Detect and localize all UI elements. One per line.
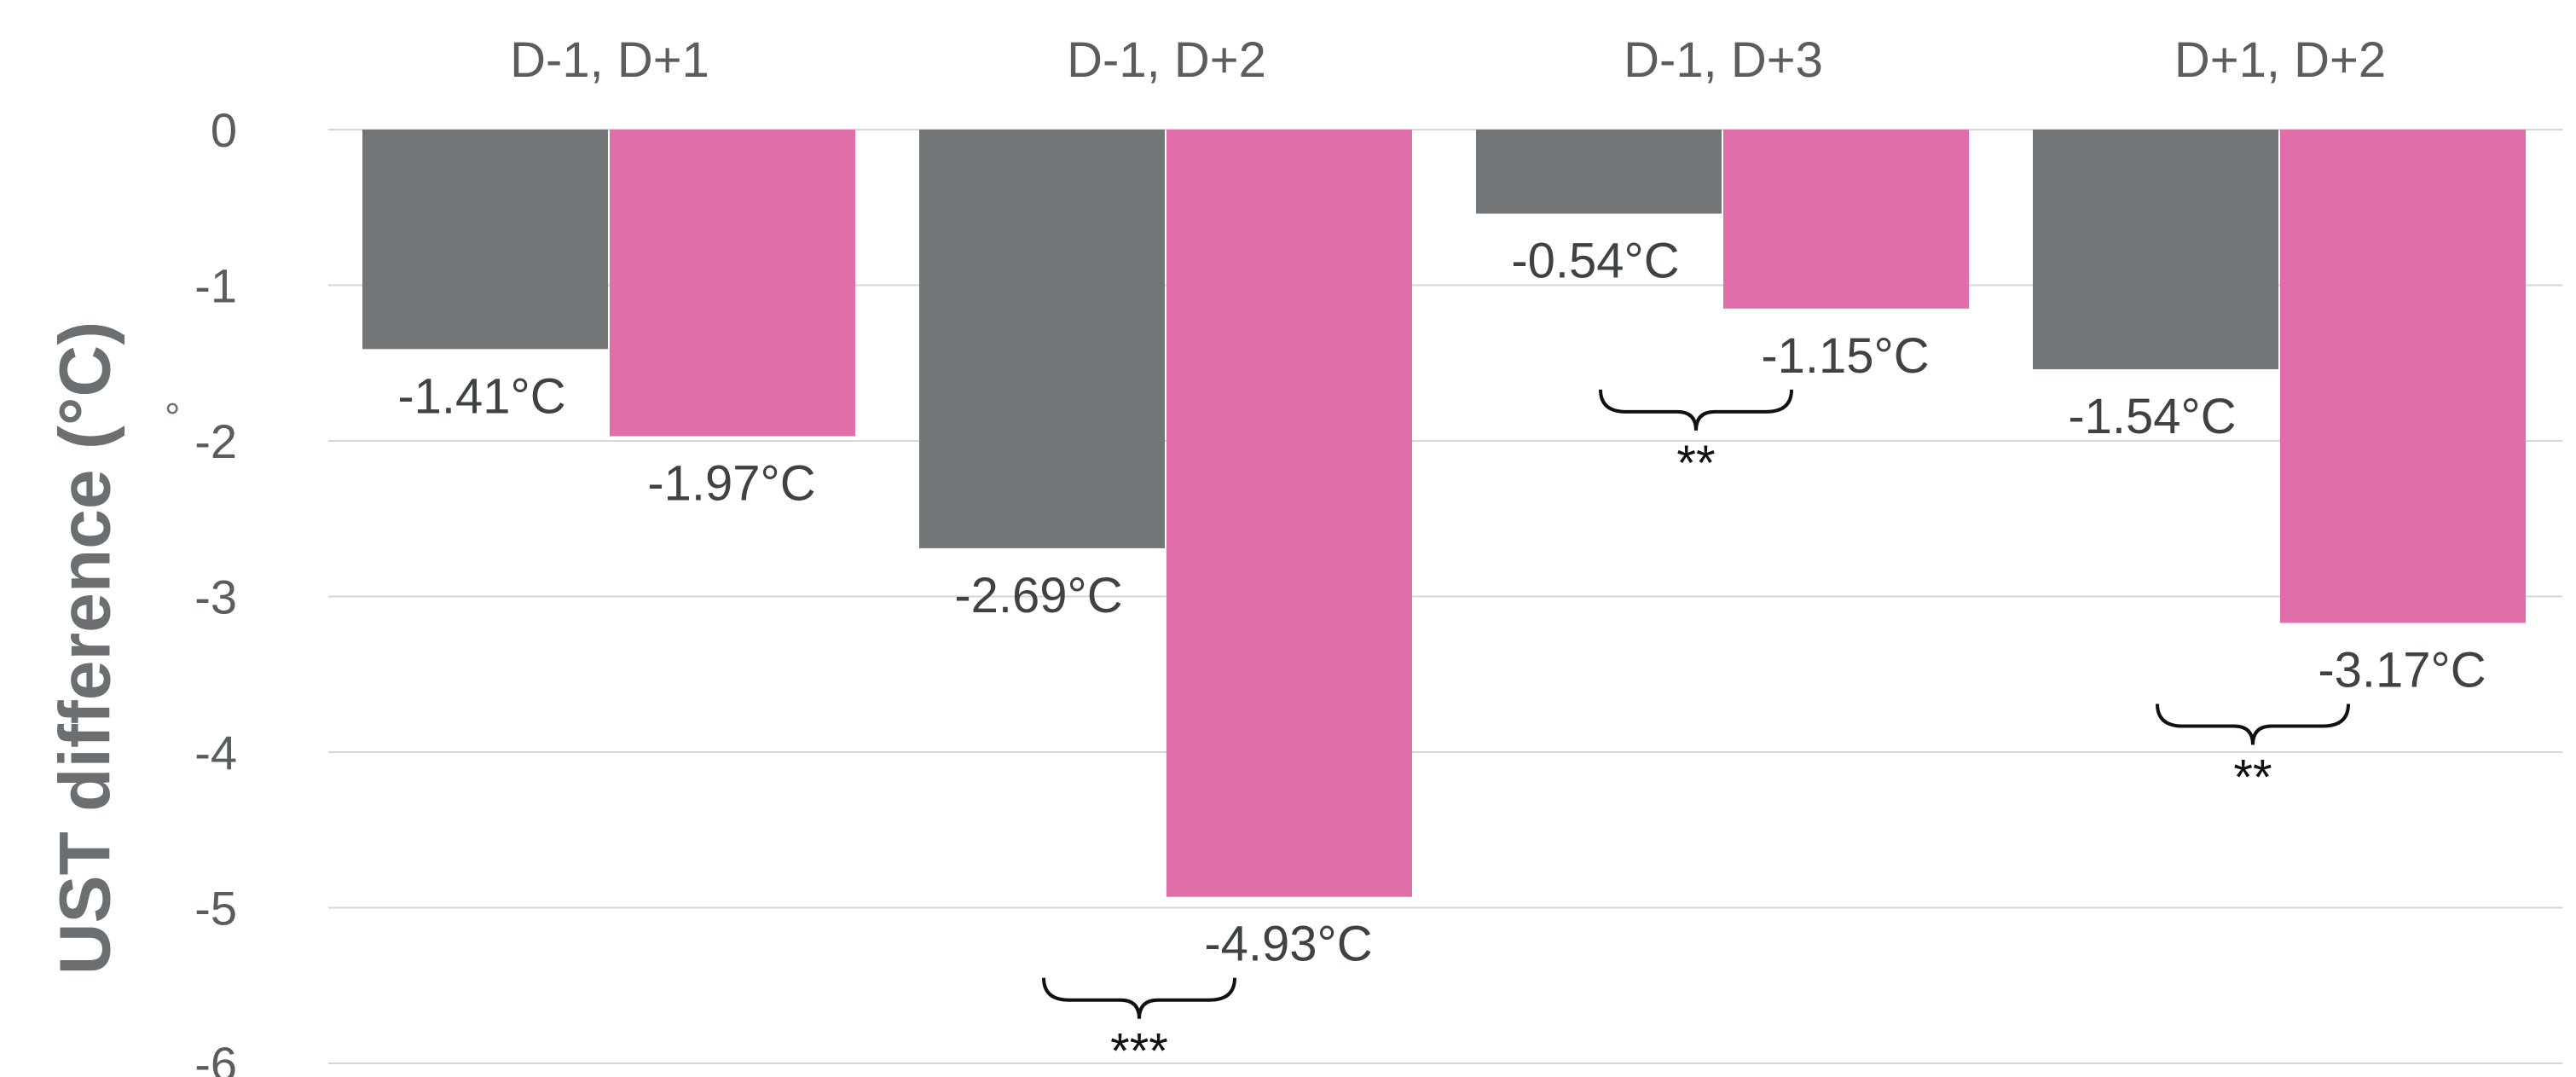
axis-degree-mark: ° [165,395,181,439]
category-label: D-1, D+3 [1624,32,1823,88]
bar [1723,130,1969,309]
y-axis-label: UST difference (°C) [44,321,125,976]
category-label: D+1, D+2 [2174,32,2386,88]
bar [610,130,855,437]
y-tick-label: -1 [194,259,237,313]
significance-marker: ** [1676,436,1715,491]
data-label: -0.54°C [1511,234,1679,289]
bar [2280,130,2526,623]
data-label: -1.54°C [2068,389,2236,444]
y-tick-label: 0 [211,103,237,157]
bar [1166,130,1412,897]
significance-marker: ** [2233,750,2272,806]
bar [362,130,608,350]
y-tick-label: -6 [194,1037,237,1077]
data-label: -1.41°C [397,368,565,424]
data-label: -1.97°C [647,456,815,512]
category-label: D-1, D+1 [510,32,709,88]
y-tick-label: -2 [194,414,237,468]
significance-brace [2156,704,2350,745]
data-label: -3.17°C [2318,643,2486,698]
bar [1476,130,1722,214]
y-tick-label: -4 [194,726,237,779]
category-label: D-1, D+2 [1067,32,1266,88]
data-label: -4.93°C [1204,917,1372,972]
significance-brace [1042,977,1236,1019]
significance-brace [1599,389,1793,431]
significance-marker: *** [1110,1024,1168,1077]
bar [2033,130,2278,370]
y-tick-label: -3 [194,570,237,624]
data-label: -2.69°C [954,568,1122,623]
y-tick-label: -5 [194,882,237,935]
bar [919,130,1165,548]
data-label: -1.15°C [1761,328,1929,384]
